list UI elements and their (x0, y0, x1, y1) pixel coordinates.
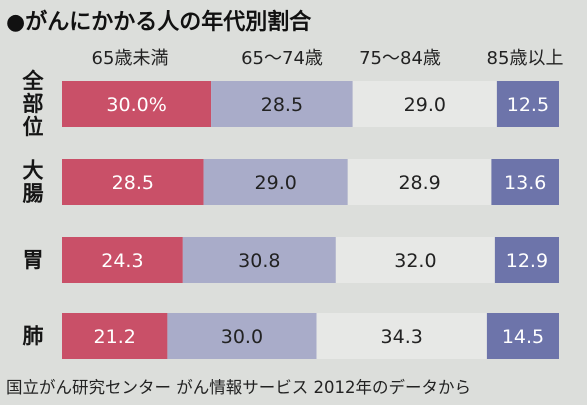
bar-segment (316, 313, 487, 359)
bar-segment (62, 81, 212, 127)
bar-segment (486, 313, 559, 359)
category-label: 肺 (23, 324, 44, 348)
bar-segment (347, 159, 492, 205)
data-label: 29.0 (255, 172, 297, 194)
data-label: 34.3 (381, 326, 423, 348)
source-note: 国立がん研究センター がん情報サービス 2012年のデータから (6, 378, 471, 397)
bar-segment (211, 81, 353, 127)
data-label: 28.5 (112, 172, 154, 194)
bar-segment (496, 81, 559, 127)
category-label: 大腸 (23, 159, 44, 206)
legend-entry: 65～74歳 (241, 48, 323, 69)
data-label: 30.0 (221, 326, 263, 348)
legend: 65歳未満 65～74歳 75～84歳 85歳以上 (0, 44, 587, 70)
bar-segment (335, 237, 495, 283)
bar-segment (62, 313, 168, 359)
category-label: 胃 (23, 248, 44, 272)
bar-segment (494, 237, 559, 283)
bar-segment (203, 159, 348, 205)
bar-segment (62, 159, 204, 205)
bar-segment (167, 313, 317, 359)
data-label: 24.3 (101, 250, 143, 272)
data-label: 21.2 (94, 326, 136, 348)
data-label: 32.0 (394, 250, 436, 272)
bar-segment (182, 237, 336, 283)
bar-segment (62, 237, 183, 283)
data-label: 12.9 (506, 250, 548, 272)
data-label: 13.6 (504, 172, 546, 194)
legend-entry: 85歳以上 (486, 48, 564, 69)
data-label: 14.5 (502, 326, 544, 348)
category-label: 全部位 (22, 69, 45, 139)
bar-segment (352, 81, 497, 127)
data-label: 28.9 (398, 172, 440, 194)
data-label: 12.5 (507, 94, 549, 116)
chart-title: ●がんにかかる人の年代別割合 (6, 10, 312, 35)
legend-entry: 75～84歳 (359, 48, 441, 69)
data-label: 30.0% (106, 94, 166, 116)
data-label: 30.8 (238, 250, 280, 272)
data-label: 29.0 (404, 94, 446, 116)
legend-entry: 65歳未満 (91, 48, 169, 69)
bar-segment (491, 159, 559, 205)
data-label: 28.5 (261, 94, 303, 116)
